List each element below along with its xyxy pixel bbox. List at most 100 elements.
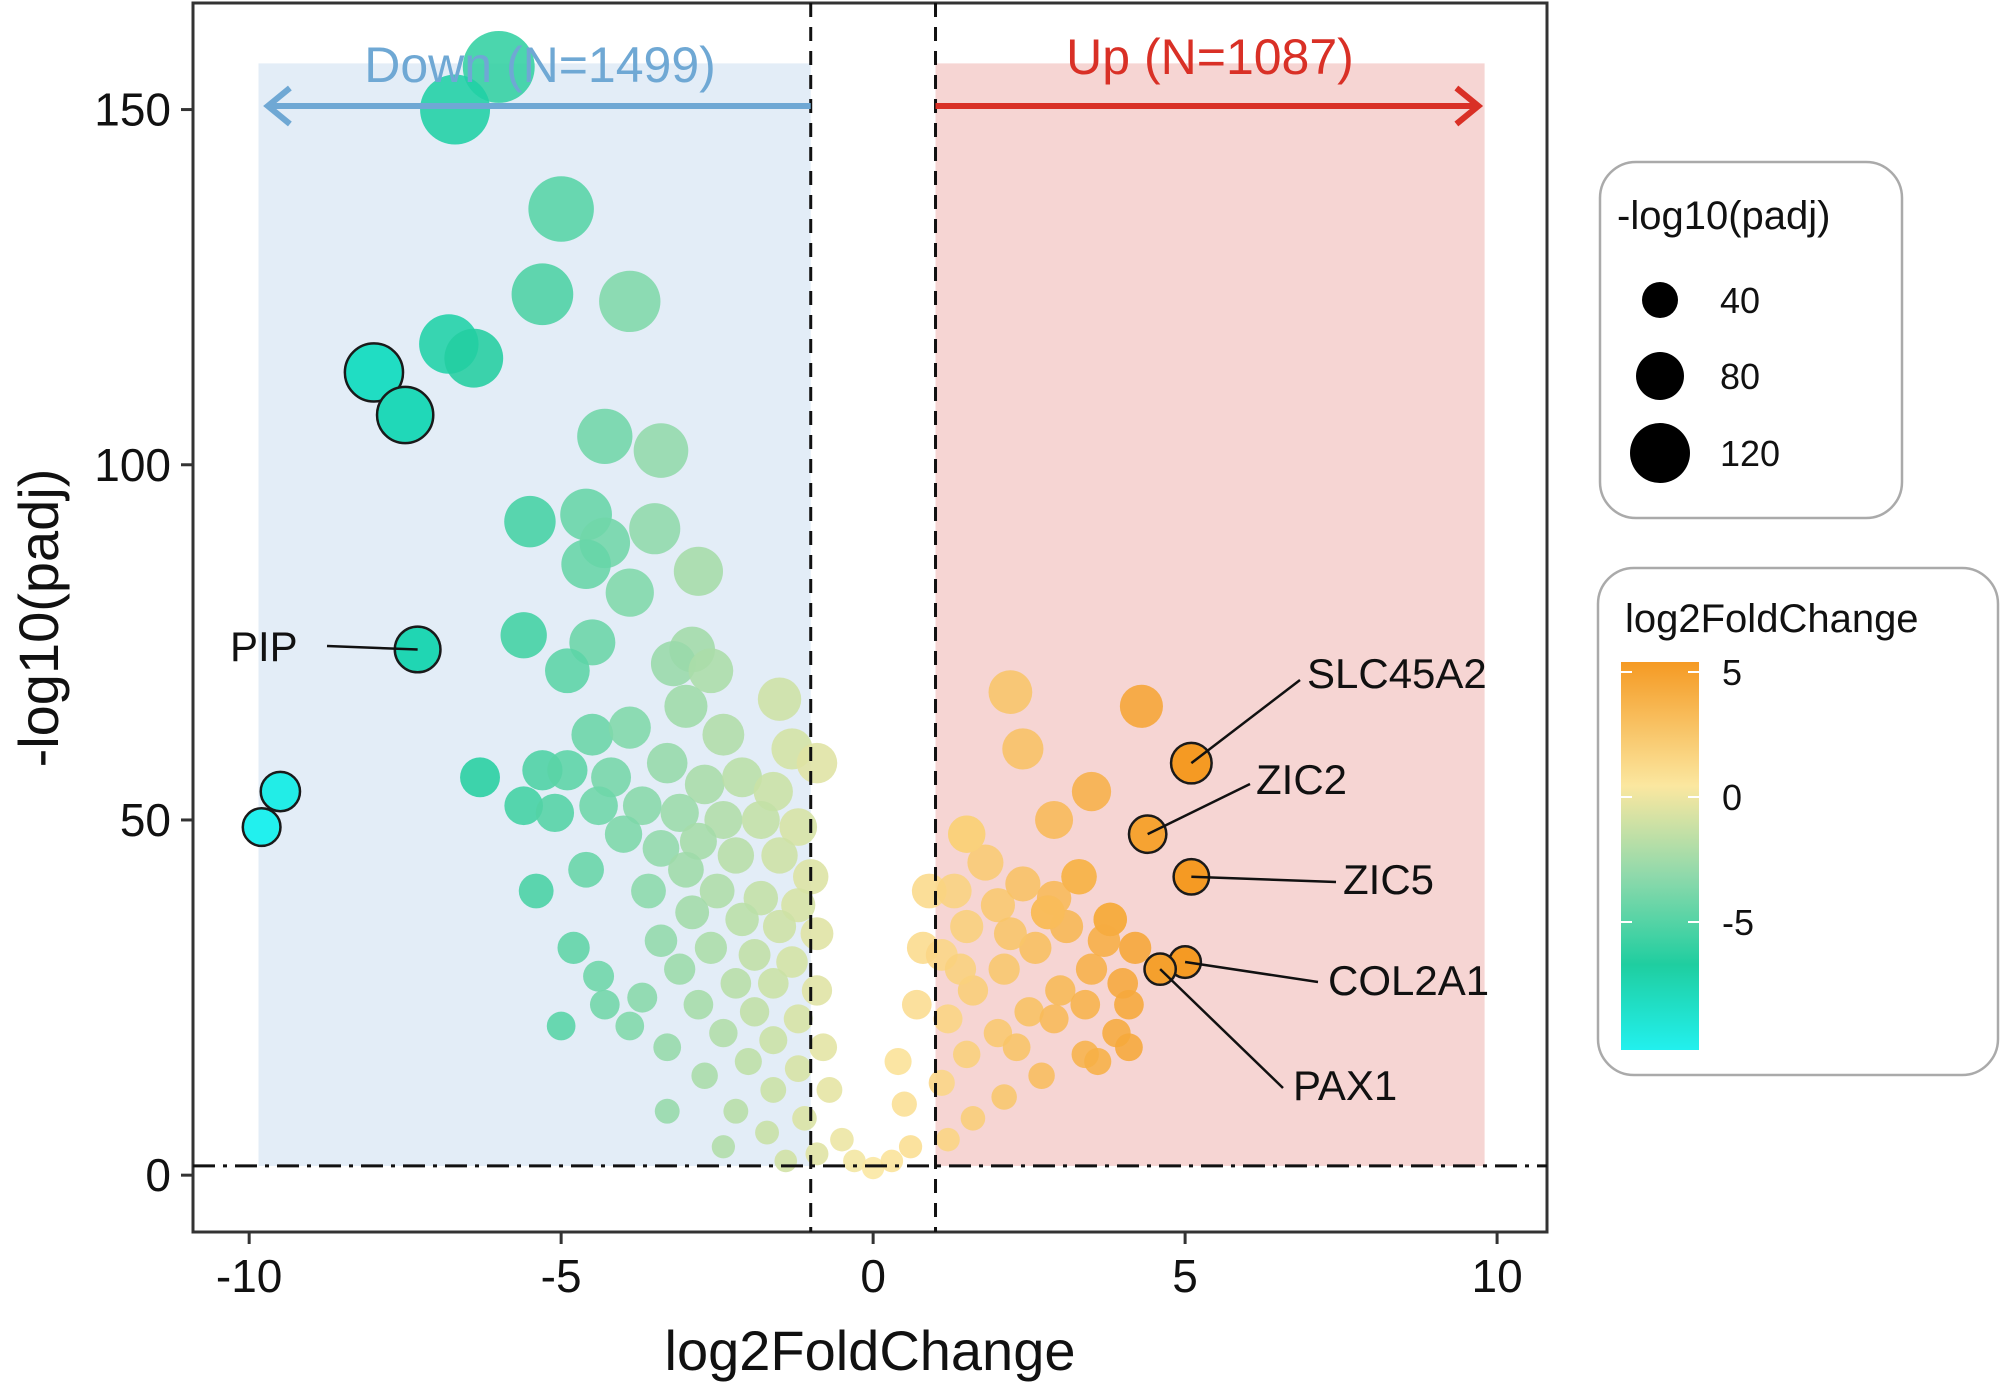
x-tick-label: 10 [1471, 1250, 1522, 1302]
data-point [518, 873, 554, 909]
data-point [545, 648, 590, 694]
data-point [760, 1076, 787, 1103]
data-point [1061, 859, 1097, 895]
up-group-label: Up (N=1087) [1066, 29, 1354, 85]
data-point [644, 924, 678, 958]
data-point [796, 742, 838, 784]
data-point [579, 786, 618, 826]
data-point [809, 1033, 838, 1062]
gene-leader-line [1184, 960, 1319, 984]
data-point [709, 1018, 738, 1048]
x-tick-label: -5 [541, 1250, 582, 1302]
data-point [679, 822, 717, 860]
gene-label-zic5: ZIC5 [1343, 856, 1434, 903]
data-point [561, 539, 611, 589]
data-point [615, 1011, 645, 1041]
data-point [739, 997, 770, 1027]
data-point [711, 1135, 736, 1159]
data-point [343, 342, 405, 403]
data-point [901, 989, 932, 1020]
data-point [1039, 1004, 1069, 1034]
data-point [755, 1120, 780, 1145]
y-tick-label: 100 [94, 439, 171, 491]
data-point [898, 1135, 923, 1159]
data-point [891, 1091, 917, 1117]
data-point [654, 1098, 680, 1124]
data-point [967, 844, 1004, 881]
data-point [722, 757, 763, 798]
data-point [717, 837, 755, 874]
data-point [704, 800, 743, 839]
data-point [535, 793, 575, 833]
data-point [779, 808, 818, 846]
gene-label-slc45a2: SLC45A2 [1307, 650, 1487, 697]
data-point [761, 837, 798, 874]
x-tick-label: -10 [216, 1250, 282, 1302]
data-point [734, 1047, 762, 1076]
data-point [1030, 895, 1065, 930]
y-tick-label: 150 [94, 84, 171, 136]
data-point [1119, 684, 1163, 728]
data-point [568, 851, 604, 888]
color-legend: log2FoldChange 5 0 -5 [1596, 566, 2000, 1077]
gene-leader-line [1147, 782, 1251, 836]
data-point [1035, 800, 1074, 839]
data-point [805, 1142, 829, 1166]
x-tick-label: 5 [1172, 1250, 1198, 1302]
data-point [741, 800, 780, 839]
data-point [800, 917, 834, 951]
data-point [988, 953, 1020, 985]
data-point [599, 270, 661, 333]
data-point [547, 750, 588, 791]
data-point [642, 830, 680, 867]
data-point [1119, 931, 1152, 964]
data-point [720, 968, 752, 999]
data-point [664, 684, 708, 728]
data-point [650, 641, 696, 687]
size-legend-label-120: 120 [1720, 433, 1780, 474]
data-point [776, 946, 808, 978]
data-point [936, 873, 972, 909]
data-point [1093, 902, 1127, 937]
data-point [928, 1069, 955, 1096]
data-point [511, 263, 574, 326]
data-point [738, 938, 771, 971]
size-legend-label-40: 40 [1720, 280, 1760, 321]
data-point [1028, 1062, 1055, 1089]
data-point [684, 764, 725, 805]
data-point [991, 1084, 1017, 1110]
color-legend-label-5: 5 [1722, 652, 1742, 693]
data-point [605, 568, 654, 617]
data-point [577, 408, 633, 464]
data-point [604, 815, 643, 853]
data-point [792, 1106, 817, 1131]
data-point [861, 1156, 885, 1180]
data-point [1005, 866, 1041, 902]
data-point [583, 960, 615, 992]
size-legend: -log10(padj) 40 80 120 [1598, 160, 1904, 520]
data-point [784, 1055, 812, 1083]
data-point [723, 1098, 749, 1124]
data-point [660, 793, 699, 833]
size-legend-label-80: 80 [1720, 356, 1760, 397]
data-point [1002, 1033, 1031, 1062]
data-point [725, 902, 759, 937]
data-point [762, 909, 797, 944]
data-point [911, 873, 947, 909]
data-point [631, 873, 666, 909]
data-point [571, 713, 614, 756]
data-point [504, 495, 556, 548]
data-point [691, 1062, 718, 1089]
data-point [444, 328, 504, 388]
data-point [1075, 953, 1108, 985]
data-point [608, 706, 651, 749]
gene-leader-line [326, 644, 418, 651]
down-group-label: Down (N=1499) [364, 37, 716, 93]
data-point [759, 1026, 788, 1055]
data-point [589, 989, 620, 1020]
up-arrow-head [1454, 85, 1484, 127]
data-point [988, 670, 1033, 714]
data-point [702, 713, 745, 756]
data-point [952, 1040, 981, 1069]
